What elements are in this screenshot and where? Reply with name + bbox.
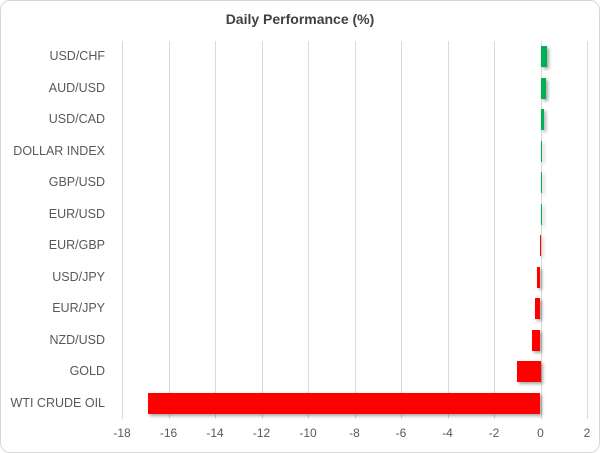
bar — [540, 140, 542, 162]
gridline — [447, 41, 449, 419]
x-tick-label: -8 — [349, 426, 360, 440]
zero-axis-line — [540, 41, 542, 419]
gridline — [168, 41, 170, 419]
x-tick-label: -18 — [113, 426, 131, 440]
x-tick-label: 0 — [537, 426, 544, 440]
bar — [540, 77, 547, 99]
category-label: EUR/USD — [48, 206, 105, 221]
gridline — [587, 41, 588, 419]
category-label: DOLLAR INDEX — [13, 143, 105, 158]
x-tick-label: -4 — [442, 426, 453, 440]
category-label: WTI CRUDE OIL — [10, 395, 105, 410]
category-label: NZD/USD — [49, 332, 105, 347]
bar — [540, 172, 543, 194]
category-label: USD/CAD — [48, 112, 105, 126]
category-label: USD/JPY — [52, 269, 105, 284]
category-label: EUR/JPY — [52, 301, 105, 315]
x-tick-label: -6 — [395, 426, 407, 440]
gridline — [122, 41, 123, 419]
bar — [537, 266, 541, 288]
x-tick-label: -2 — [488, 426, 500, 440]
gridline — [308, 41, 309, 419]
category-label: GOLD — [69, 364, 105, 378]
gridline — [354, 41, 356, 419]
bar — [540, 46, 548, 68]
gridline — [494, 41, 495, 419]
x-tick-label: -14 — [206, 426, 224, 440]
bar — [517, 361, 541, 383]
gridline — [261, 41, 263, 419]
category-label: USD/CHF — [49, 49, 105, 63]
x-tick-label: -16 — [159, 426, 178, 440]
category-label: EUR/GBP — [48, 238, 105, 252]
bar — [534, 298, 541, 320]
chart-title: Daily Performance (%) — [225, 11, 375, 27]
x-tick-label: -10 — [299, 426, 317, 440]
gridline — [215, 41, 216, 419]
bar — [147, 392, 541, 414]
category-label: AUD/USD — [48, 80, 105, 95]
plot-area — [122, 41, 588, 419]
x-tick-label: -12 — [252, 426, 271, 440]
bar — [531, 329, 541, 351]
gridline — [401, 41, 402, 419]
x-tick-label: 2 — [583, 426, 591, 440]
category-label: GBP/USD — [48, 175, 105, 189]
bar — [540, 109, 545, 131]
